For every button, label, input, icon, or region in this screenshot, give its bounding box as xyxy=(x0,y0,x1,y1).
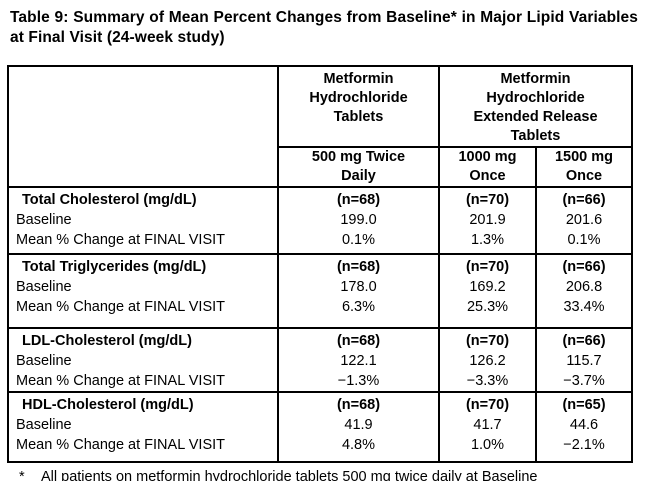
row-label-cell: Total Triglycerides (mg/dL) Baseline Mea… xyxy=(7,253,279,329)
n-count: (n=66) xyxy=(562,192,606,208)
row-label-cell: LDL-Cholesterol (mg/dL) Baseline Mean % … xyxy=(7,327,279,393)
value-cell-500mg: (n=68) 122.1 −1.3% xyxy=(277,327,440,393)
group-name: Total Triglycerides (mg/dL) xyxy=(22,259,207,275)
pct-change-value: 4.8% xyxy=(341,437,376,453)
baseline-label: Baseline xyxy=(16,279,72,295)
pct-change-value: −2.1% xyxy=(563,437,605,453)
col-header-dose-1500mg: 1500 mg Once xyxy=(535,146,633,188)
n-count: (n=66) xyxy=(562,333,606,349)
table-row-hdl-cholesterol: HDL-Cholesterol (mg/dL) Baseline Mean % … xyxy=(7,391,633,463)
pct-change-value: 0.1% xyxy=(341,232,376,248)
footnote-text: All patients on metformin hydrochloride … xyxy=(41,469,538,481)
col-header-metformin-ir: Metformin Hydrochloride Tablets xyxy=(277,65,440,148)
table-row-total-cholesterol: Total Cholesterol (mg/dL) Baseline Mean … xyxy=(7,186,633,255)
value-cell-1500mg: (n=65) 44.6 −2.1% xyxy=(535,391,633,463)
col-header-metformin-er: Metformin Hydrochloride Extended Release… xyxy=(438,65,633,148)
value-cell-1500mg: (n=66) 206.8 33.4% xyxy=(535,253,633,329)
n-count: (n=70) xyxy=(465,259,510,275)
pct-change-value: −1.3% xyxy=(337,373,380,389)
baseline-value: 201.9 xyxy=(469,212,506,228)
col-header-dose-500mg: 500 mg Twice Daily xyxy=(277,146,440,188)
n-count: (n=70) xyxy=(465,397,510,413)
row-label-cell: HDL-Cholesterol (mg/dL) Baseline Mean % … xyxy=(7,391,279,463)
dose-header-row: 500 mg Twice Daily 1000 mg Once 1500 mg … xyxy=(8,146,633,188)
mean-change-label: Mean % Change at FINAL VISIT xyxy=(16,373,226,389)
footnote: * All patients on metformin hydrochlorid… xyxy=(10,468,639,481)
pct-change-value: 1.3% xyxy=(470,232,505,248)
value-cell-1000mg: (n=70) 201.9 1.3% xyxy=(438,186,537,255)
pct-change-value: 25.3% xyxy=(466,299,509,315)
value-cell-1000mg: (n=70) 169.2 25.3% xyxy=(438,253,537,329)
table-header: Metformin Hydrochloride Tablets Metformi… xyxy=(7,65,633,188)
baseline-label: Baseline xyxy=(16,212,72,228)
n-count: (n=65) xyxy=(562,397,606,413)
baseline-value: 115.7 xyxy=(566,353,602,369)
baseline-value: 201.6 xyxy=(565,212,603,228)
table-title: Table 9: Summary of Mean Percent Changes… xyxy=(10,9,638,46)
lipid-summary-table: Metformin Hydrochloride Tablets Metformi… xyxy=(7,65,633,463)
n-count: (n=66) xyxy=(562,259,606,275)
baseline-value: 206.8 xyxy=(565,279,603,295)
baseline-value: 178.0 xyxy=(340,279,377,295)
baseline-value: 41.9 xyxy=(344,417,373,433)
baseline-value: 169.2 xyxy=(469,279,506,295)
pct-change-value: 33.4% xyxy=(563,299,605,315)
pct-change-value: 6.3% xyxy=(341,299,376,315)
table-row-total-triglycerides: Total Triglycerides (mg/dL) Baseline Mea… xyxy=(7,253,633,329)
group-name: LDL-Cholesterol (mg/dL) xyxy=(22,333,192,349)
pct-change-value: 1.0% xyxy=(470,437,505,453)
pct-change-value: 0.1% xyxy=(567,232,601,248)
baseline-value: 126.2 xyxy=(469,353,506,369)
baseline-value: 199.0 xyxy=(340,212,377,228)
mean-change-label: Mean % Change at FINAL VISIT xyxy=(16,437,226,453)
col-header-dose-1000mg: 1000 mg Once xyxy=(438,146,537,188)
value-cell-500mg: (n=68) 178.0 6.3% xyxy=(277,253,440,329)
baseline-value: 41.7 xyxy=(473,417,502,433)
baseline-label: Baseline xyxy=(16,353,72,369)
baseline-value: 122.1 xyxy=(340,353,377,369)
mean-change-label: Mean % Change at FINAL VISIT xyxy=(16,232,226,248)
baseline-label: Baseline xyxy=(16,417,72,433)
table-body: Total Cholesterol (mg/dL) Baseline Mean … xyxy=(7,186,633,463)
pct-change-value: −3.3% xyxy=(466,373,509,389)
product-header-row: Metformin Hydrochloride Tablets Metformi… xyxy=(7,65,633,188)
n-count: (n=68) xyxy=(336,333,381,349)
value-cell-1000mg: (n=70) 41.7 1.0% xyxy=(438,391,537,463)
mean-change-label: Mean % Change at FINAL VISIT xyxy=(16,299,226,315)
pct-change-value: −3.7% xyxy=(563,373,605,389)
group-name: Total Cholesterol (mg/dL) xyxy=(22,192,197,208)
value-cell-500mg: (n=68) 199.0 0.1% xyxy=(277,186,440,255)
value-cell-500mg: (n=68) 41.9 4.8% xyxy=(277,391,440,463)
value-cell-1500mg: (n=66) 201.6 0.1% xyxy=(535,186,633,255)
table-row-ldl-cholesterol: LDL-Cholesterol (mg/dL) Baseline Mean % … xyxy=(7,327,633,393)
n-count: (n=70) xyxy=(465,192,510,208)
n-count: (n=68) xyxy=(336,192,381,208)
n-count: (n=68) xyxy=(336,397,381,413)
baseline-value: 44.6 xyxy=(569,417,599,433)
n-count: (n=70) xyxy=(465,333,510,349)
n-count: (n=68) xyxy=(336,259,381,275)
value-cell-1500mg: (n=66) 115.7 −3.7% xyxy=(535,327,633,393)
group-name: HDL-Cholesterol (mg/dL) xyxy=(22,397,194,413)
row-label-cell: Total Cholesterol (mg/dL) Baseline Mean … xyxy=(7,186,279,255)
value-cell-1000mg: (n=70) 126.2 −3.3% xyxy=(438,327,537,393)
footnote-marker: * xyxy=(19,469,25,481)
corner-empty-cell xyxy=(7,65,279,188)
